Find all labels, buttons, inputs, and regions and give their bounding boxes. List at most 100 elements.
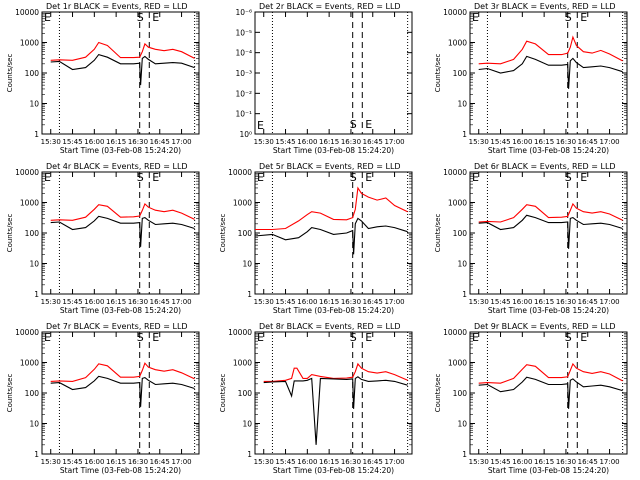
plot-frame xyxy=(469,331,628,455)
y-tick-label: 10 xyxy=(242,420,252,429)
y-tick-label: 10 xyxy=(29,100,39,109)
x-tick-label: 16:30 xyxy=(556,298,576,306)
x-axis-label: Start Time (03-Feb-08 15:24:20) xyxy=(488,466,609,475)
x-tick-label: 16:00 xyxy=(512,458,532,466)
end-marker: E xyxy=(152,171,159,184)
y-tick-label: 10 xyxy=(29,260,39,269)
series-lld-line xyxy=(478,362,623,384)
left-edge-marker: E xyxy=(257,331,264,344)
x-tick-label: 17:00 xyxy=(384,298,404,306)
x-axis-label: Start Time (03-Feb-08 15:24:20) xyxy=(488,306,609,315)
panel-title: Det 1r BLACK = Events, RED = LLD xyxy=(46,2,188,11)
start-marker: S xyxy=(137,171,144,184)
x-tick-label: 15:45 xyxy=(275,138,295,146)
left-edge-marker: E xyxy=(472,331,479,344)
y-tick-label: 10⁻⁴ xyxy=(235,49,252,58)
y-tick-label: 100 xyxy=(238,229,253,238)
plot-frame xyxy=(254,11,413,135)
panel-det-4: Det 4r BLACK = Events, RED = LLD 1 10 100 10… xyxy=(6,162,200,315)
x-tick-label: 16:15 xyxy=(534,298,554,306)
x-tick-label: 16:15 xyxy=(319,458,339,466)
y-tick-label: 10 xyxy=(457,100,467,109)
plot-frame xyxy=(469,11,628,135)
y-tick-label: 1000 xyxy=(448,39,467,48)
x-tick-label: 15:30 xyxy=(41,458,61,466)
panel-det-7: Det 7r BLACK = Events, RED = LLD 1 10 100 10… xyxy=(6,322,200,475)
x-tick-label: 15:45 xyxy=(62,458,82,466)
y-tick-label: 100 xyxy=(25,229,40,238)
x-tick-label: 17:00 xyxy=(384,138,404,146)
y-tick-label: 1 xyxy=(462,450,467,459)
start-marker: S xyxy=(350,331,357,344)
x-tick-label: 16:30 xyxy=(556,458,576,466)
x-tick-label: 16:00 xyxy=(84,138,104,146)
start-marker: S xyxy=(565,331,572,344)
x-tick-label: 16:30 xyxy=(341,458,361,466)
x-tick-label: 16:45 xyxy=(578,138,598,146)
x-tick-label: 16:15 xyxy=(319,138,339,146)
x-tick-label: 17:00 xyxy=(171,138,191,146)
x-tick-label: 16:00 xyxy=(84,458,104,466)
x-tick-label: 16:30 xyxy=(556,138,576,146)
y-axis-label: Counts/sec xyxy=(219,374,227,413)
end-marker: E xyxy=(580,171,587,184)
x-axis-label: Start Time (03-Feb-08 15:24:20) xyxy=(488,146,609,155)
left-edge-marker: E xyxy=(472,11,479,24)
x-tick-label: 16:45 xyxy=(150,298,170,306)
panel-title: Det 4r BLACK = Events, RED = LLD xyxy=(46,162,188,171)
start-marker: S xyxy=(565,11,572,24)
panel-det-6: Det 6r BLACK = Events, RED = LLD 1 10 100 10… xyxy=(434,162,628,315)
series-lld-line xyxy=(50,41,195,61)
x-axis-label: Start Time (03-Feb-08 15:24:20) xyxy=(60,146,181,155)
series-events-line xyxy=(50,375,195,407)
y-tick-label: 100 xyxy=(25,69,40,78)
end-marker: E xyxy=(580,11,587,24)
x-tick-label: 15:45 xyxy=(275,298,295,306)
x-tick-label: 16:15 xyxy=(106,298,126,306)
series-events-line xyxy=(478,214,623,249)
y-tick-label: 10⁰ xyxy=(239,130,252,139)
y-tick-label: 10000 xyxy=(443,8,467,17)
panel-title: Det 5r BLACK = Events, RED = LLD xyxy=(259,162,401,171)
start-marker: S xyxy=(565,171,572,184)
x-axis-label: Start Time (03-Feb-08 15:24:20) xyxy=(273,306,394,315)
y-tick-label: 1000 xyxy=(448,359,467,368)
plot-frame xyxy=(254,331,413,455)
x-tick-label: 16:15 xyxy=(534,138,554,146)
left-edge-marker: E xyxy=(472,171,479,184)
y-tick-label: 100 xyxy=(25,389,40,398)
y-tick-label: 10000 xyxy=(15,8,39,17)
y-tick-label: 100 xyxy=(238,389,253,398)
end-marker: E xyxy=(365,118,372,131)
panel-title: Det 8r BLACK = Events, RED = LLD xyxy=(259,322,401,331)
y-tick-label: 10⁻¹ xyxy=(235,110,252,119)
y-axis-label: Counts/sec xyxy=(6,374,14,413)
x-tick-label: 17:00 xyxy=(171,298,191,306)
y-tick-label: 10⁻² xyxy=(235,89,252,98)
y-tick-label: 1000 xyxy=(20,199,39,208)
x-tick-label: 15:45 xyxy=(62,298,82,306)
y-tick-label: 1 xyxy=(247,450,252,459)
panel-det-8: Det 8r BLACK = Events, RED = LLD 1 10 100 10… xyxy=(219,322,413,475)
panel-det-2: Det 2r BLACK = Events, RED = LLD 10⁰ 10⁻¹ 1… xyxy=(235,2,413,155)
x-tick-label: 16:00 xyxy=(297,458,317,466)
series-lld-line xyxy=(478,202,623,223)
y-tick-label: 10⁻⁶ xyxy=(235,8,252,17)
series-lld-line xyxy=(50,202,195,221)
x-axis-label: Start Time (03-Feb-08 15:24:20) xyxy=(273,146,394,155)
y-tick-label: 1000 xyxy=(448,199,467,208)
plot-frame xyxy=(41,11,200,135)
start-marker: S xyxy=(350,118,357,131)
plot-frame xyxy=(254,171,413,295)
series-events-line xyxy=(50,53,195,86)
x-axis-label: Start Time (03-Feb-08 15:24:20) xyxy=(273,466,394,475)
y-tick-label: 10 xyxy=(457,260,467,269)
end-marker: E xyxy=(365,171,372,184)
x-tick-label: 15:30 xyxy=(469,138,489,146)
panel-det-1: Det 1r BLACK = Events, RED = LLD 1 10 100 10… xyxy=(6,2,200,155)
x-tick-label: 15:45 xyxy=(275,458,295,466)
end-marker: E xyxy=(152,331,159,344)
x-tick-label: 16:30 xyxy=(128,138,148,146)
y-tick-label: 1 xyxy=(462,130,467,139)
